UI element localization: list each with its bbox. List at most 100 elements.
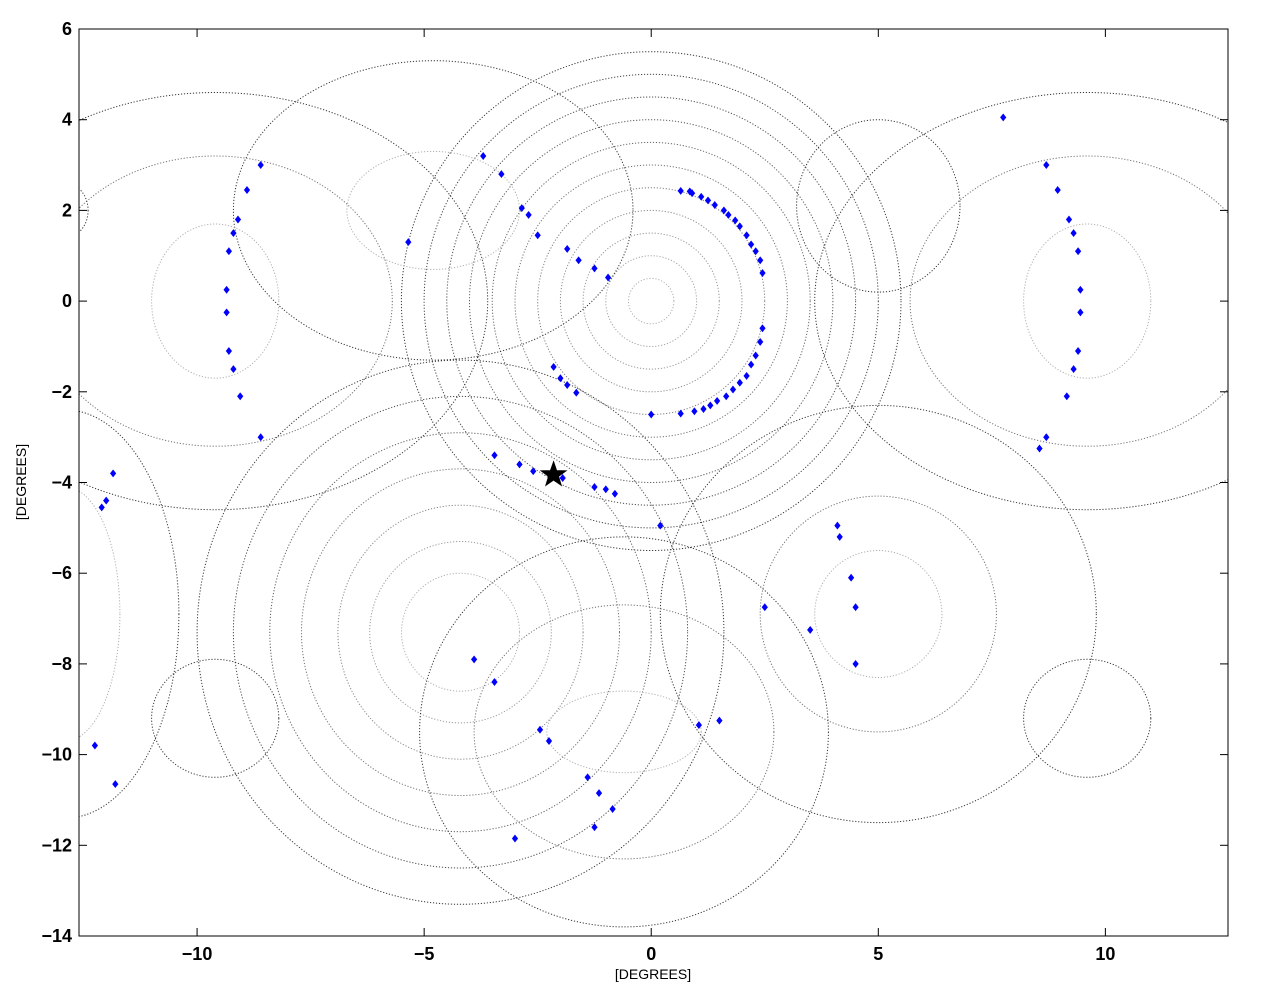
data-point (847, 573, 855, 582)
contour-line (79, 155, 393, 447)
data-point (747, 360, 755, 369)
data-point (525, 210, 532, 219)
contour-line (759, 495, 997, 733)
data-point (584, 773, 591, 782)
data-point (405, 238, 412, 247)
data-point (604, 273, 612, 282)
data-point (516, 460, 523, 469)
data-point (530, 467, 537, 476)
data-point (677, 186, 684, 195)
contour-line (814, 550, 943, 678)
data-point (536, 725, 544, 734)
contour-line (79, 92, 489, 511)
contour-line (814, 92, 1228, 511)
data-point (657, 521, 664, 530)
data-point (470, 655, 478, 664)
contour-line (79, 490, 121, 738)
data-point (732, 216, 739, 225)
data-point (257, 433, 264, 442)
x-axis: −10 −5 0 5 10 (182, 29, 1115, 964)
data-point (759, 269, 766, 277)
data-point (1054, 186, 1061, 194)
data-point (591, 823, 598, 832)
y-tick-label: 0 (62, 291, 72, 311)
data-point (591, 483, 598, 491)
contour-line (401, 572, 520, 692)
contour-line (1023, 223, 1152, 379)
data-point (743, 371, 750, 380)
data-point (491, 678, 498, 686)
data-point (711, 201, 718, 209)
x-tick-label: 10 (1095, 944, 1115, 964)
data-point (1036, 444, 1043, 453)
data-point (602, 485, 609, 494)
contour-line (232, 395, 689, 869)
data-point-layer (91, 113, 1084, 843)
data-point (1043, 161, 1050, 169)
data-point (1077, 285, 1084, 294)
data-point (225, 247, 233, 256)
data-point (223, 285, 230, 294)
x-tick-label: 5 (873, 944, 883, 964)
contour-line (423, 73, 879, 529)
data-point (1070, 365, 1077, 374)
data-point (713, 396, 721, 405)
data-point (695, 721, 703, 730)
data-point (736, 378, 743, 387)
y-tick-label: −12 (41, 835, 72, 855)
data-point (511, 834, 519, 843)
data-point (498, 170, 505, 179)
data-point (852, 603, 859, 612)
contour-line (79, 187, 89, 233)
data-point (534, 231, 541, 240)
data-point (98, 503, 105, 512)
contour-line (79, 410, 180, 818)
contour-line (151, 658, 280, 778)
data-point (852, 659, 859, 668)
contour-line (419, 536, 829, 928)
star-marker (539, 460, 568, 487)
data-point (225, 347, 233, 355)
data-point (480, 152, 487, 160)
y-tick-label: 2 (62, 200, 72, 220)
data-point (704, 196, 712, 205)
contour-line (232, 60, 634, 361)
contour-line (346, 150, 521, 270)
x-tick-label: −5 (414, 944, 435, 964)
contour-line (301, 468, 620, 797)
y-tick-label: −10 (41, 745, 72, 765)
contour-line (196, 359, 725, 905)
data-point (595, 789, 603, 798)
data-point (1070, 229, 1077, 238)
contour-line (659, 404, 1097, 824)
x-tick-label: 0 (646, 944, 656, 964)
data-point (743, 231, 750, 240)
data-point (1063, 392, 1070, 401)
data-point (103, 496, 110, 505)
data-point (691, 407, 698, 416)
contour-line (605, 255, 698, 348)
y-axis-title: [DEGREES] (13, 444, 29, 520)
data-point (1043, 433, 1050, 442)
contour-line (400, 51, 902, 551)
data-point (559, 474, 566, 482)
data-point (698, 192, 705, 201)
data-point (807, 625, 814, 634)
y-tick-label: 4 (62, 110, 72, 130)
data-point (716, 716, 723, 725)
data-point (1074, 247, 1082, 256)
contour-line (796, 119, 961, 293)
data-point (611, 489, 619, 498)
data-point (1065, 215, 1073, 224)
data-point (545, 737, 553, 745)
data-point (736, 222, 743, 231)
y-tick-label: 6 (62, 19, 72, 39)
data-point (518, 204, 525, 213)
contour-line (337, 504, 584, 760)
data-point (757, 256, 764, 265)
data-point (91, 741, 99, 750)
data-point (557, 374, 564, 383)
data-point (491, 451, 498, 460)
